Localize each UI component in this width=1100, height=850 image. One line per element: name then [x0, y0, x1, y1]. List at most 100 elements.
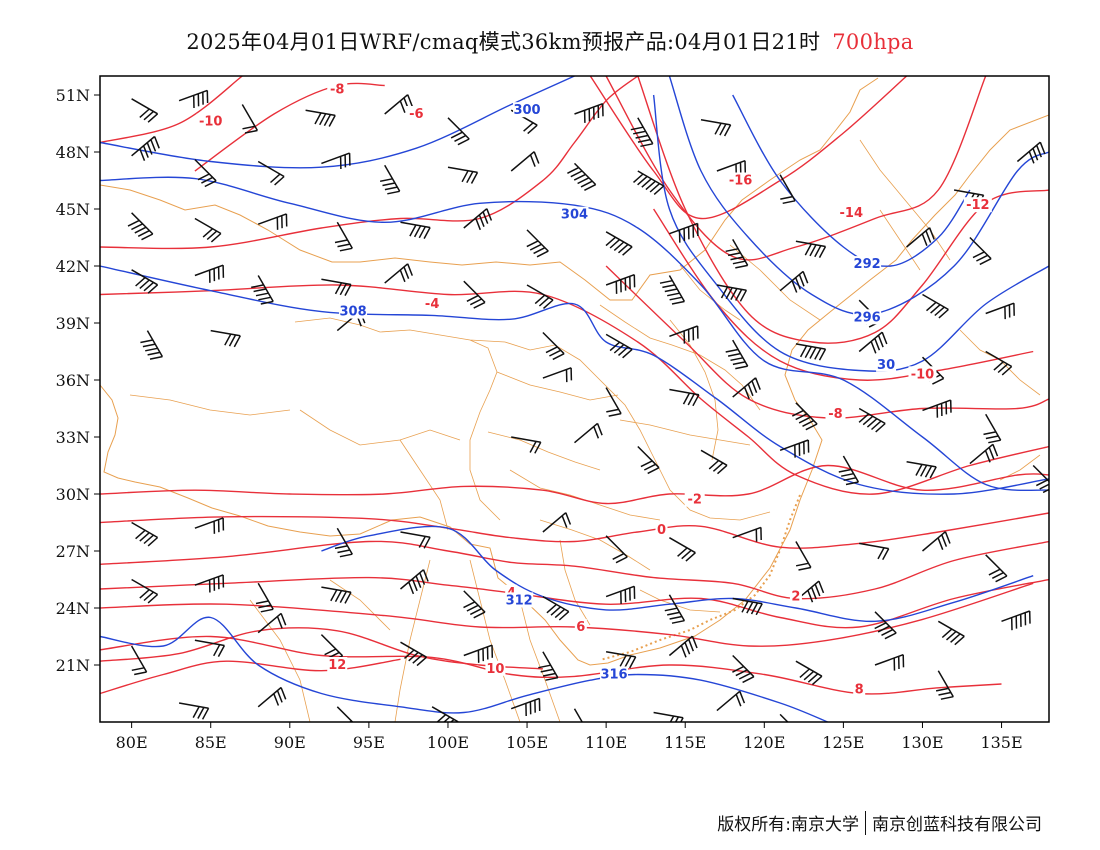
x-tick-label: 125E	[822, 733, 864, 752]
copyright-right: 南京创蓝科技有限公司	[872, 815, 1042, 835]
x-tick-label: 100E	[427, 733, 469, 752]
wind-barb	[605, 585, 636, 604]
y-tick-label: 39N	[56, 314, 90, 333]
wind-barb	[659, 275, 686, 305]
height-label: 316	[600, 668, 627, 683]
temperature-label: 6	[576, 620, 585, 635]
wind-barb	[779, 439, 810, 458]
wind-barb	[725, 339, 749, 370]
y-tick-label: 45N	[56, 200, 90, 219]
wind-barb	[922, 399, 952, 418]
wind-barb	[194, 574, 225, 593]
wind-barb	[922, 531, 951, 552]
wind-barb	[400, 569, 429, 595]
wind-barb	[305, 109, 336, 127]
temperature-contour	[100, 582, 1034, 647]
wind-barb	[732, 377, 761, 400]
temperature-label-bg	[406, 106, 427, 121]
neighbor-borders	[249, 139, 1041, 722]
temperature-contour	[100, 627, 543, 670]
height-contours	[100, 76, 1049, 722]
wind-barb	[567, 162, 597, 191]
x-tick-label: 110E	[585, 733, 627, 752]
chart-title: 2025年04月01日WRF/cmaq模式36km预报产品:04月01日21时 7…	[0, 26, 1100, 56]
height-contour	[321, 525, 1034, 623]
wind-barb	[985, 554, 1008, 583]
wind-barb	[463, 208, 493, 231]
temperature-label: -16	[729, 174, 753, 189]
copyright: 版权所有:南京大学 南京创蓝科技有限公司	[717, 810, 1042, 835]
wind-barb	[384, 263, 413, 284]
wind-barb	[194, 264, 225, 283]
height-label-bg	[853, 309, 882, 325]
wind-barb	[257, 612, 287, 634]
temperature-label: -12	[966, 198, 990, 213]
temperature-label: -10	[911, 367, 935, 382]
wind-barb	[732, 597, 763, 616]
temperature-contour	[100, 658, 401, 695]
height-label: 30	[877, 358, 895, 373]
wind-barb	[669, 325, 699, 344]
wind-barb	[653, 711, 684, 722]
height-label: 304	[561, 208, 588, 223]
wind-barb	[431, 706, 459, 722]
temperature-label: -10	[199, 115, 223, 130]
y-tick-label: 42N	[56, 257, 90, 276]
height-contour	[100, 176, 1049, 492]
wind-barb	[130, 645, 148, 676]
temperature-contour	[605, 265, 1049, 419]
wind-barb	[542, 595, 570, 621]
wind-barb	[178, 89, 209, 109]
height-contour	[668, 76, 1049, 316]
wind-barb	[334, 527, 353, 558]
wind-barb	[605, 650, 637, 669]
wind-barb	[510, 151, 540, 172]
wind-barb	[194, 517, 225, 534]
temperature-contour	[100, 76, 243, 144]
wind-barb	[668, 635, 698, 658]
wind-barb	[526, 284, 554, 309]
temperature-label-bg	[825, 406, 846, 422]
y-tick-label: 21N	[56, 656, 90, 675]
x-tick-label: 115E	[664, 733, 706, 752]
wind-barb	[257, 213, 288, 230]
wind-barb	[538, 651, 559, 681]
wind-barb	[542, 512, 572, 533]
height-label-bg	[505, 592, 534, 608]
wind-barb	[131, 269, 159, 294]
wind-barb	[791, 402, 818, 431]
temperature-label-bg	[327, 657, 348, 672]
wind-barb	[400, 531, 431, 549]
wind-barb	[732, 526, 762, 542]
x-tick-label: 95E	[353, 733, 385, 752]
wind-barb	[463, 280, 486, 309]
wind-barb	[526, 229, 549, 258]
wind-barb	[633, 170, 665, 195]
wind-barb	[131, 135, 160, 161]
height-contour	[100, 265, 1049, 495]
wind-barb	[725, 239, 749, 269]
wind-barb	[838, 455, 860, 486]
height-label: 300	[513, 103, 540, 118]
wind-barb	[194, 159, 217, 188]
height-label-bg	[876, 356, 897, 372]
height-label-bg	[339, 303, 368, 319]
temperature-label: -2	[687, 493, 701, 508]
temperature-label-bg	[837, 204, 866, 220]
wind-barb	[400, 221, 431, 239]
wind-barb	[858, 407, 886, 433]
contour-labels: -8-10-6-4-16-14-12-10-8-2024681012300304…	[196, 81, 992, 698]
temperature-label-bg	[485, 660, 506, 676]
wind-barb	[257, 686, 287, 708]
wind-barb	[630, 117, 654, 148]
height-label: 296	[854, 310, 881, 325]
temperature-label: -6	[409, 107, 423, 122]
height-label: 312	[506, 593, 533, 608]
temperature-contour	[605, 76, 987, 261]
wind-barb	[255, 582, 274, 613]
wind-barb	[194, 217, 222, 243]
wind-barb	[241, 104, 259, 134]
wind-barb	[511, 436, 542, 454]
temperature-label-bg	[853, 681, 866, 697]
